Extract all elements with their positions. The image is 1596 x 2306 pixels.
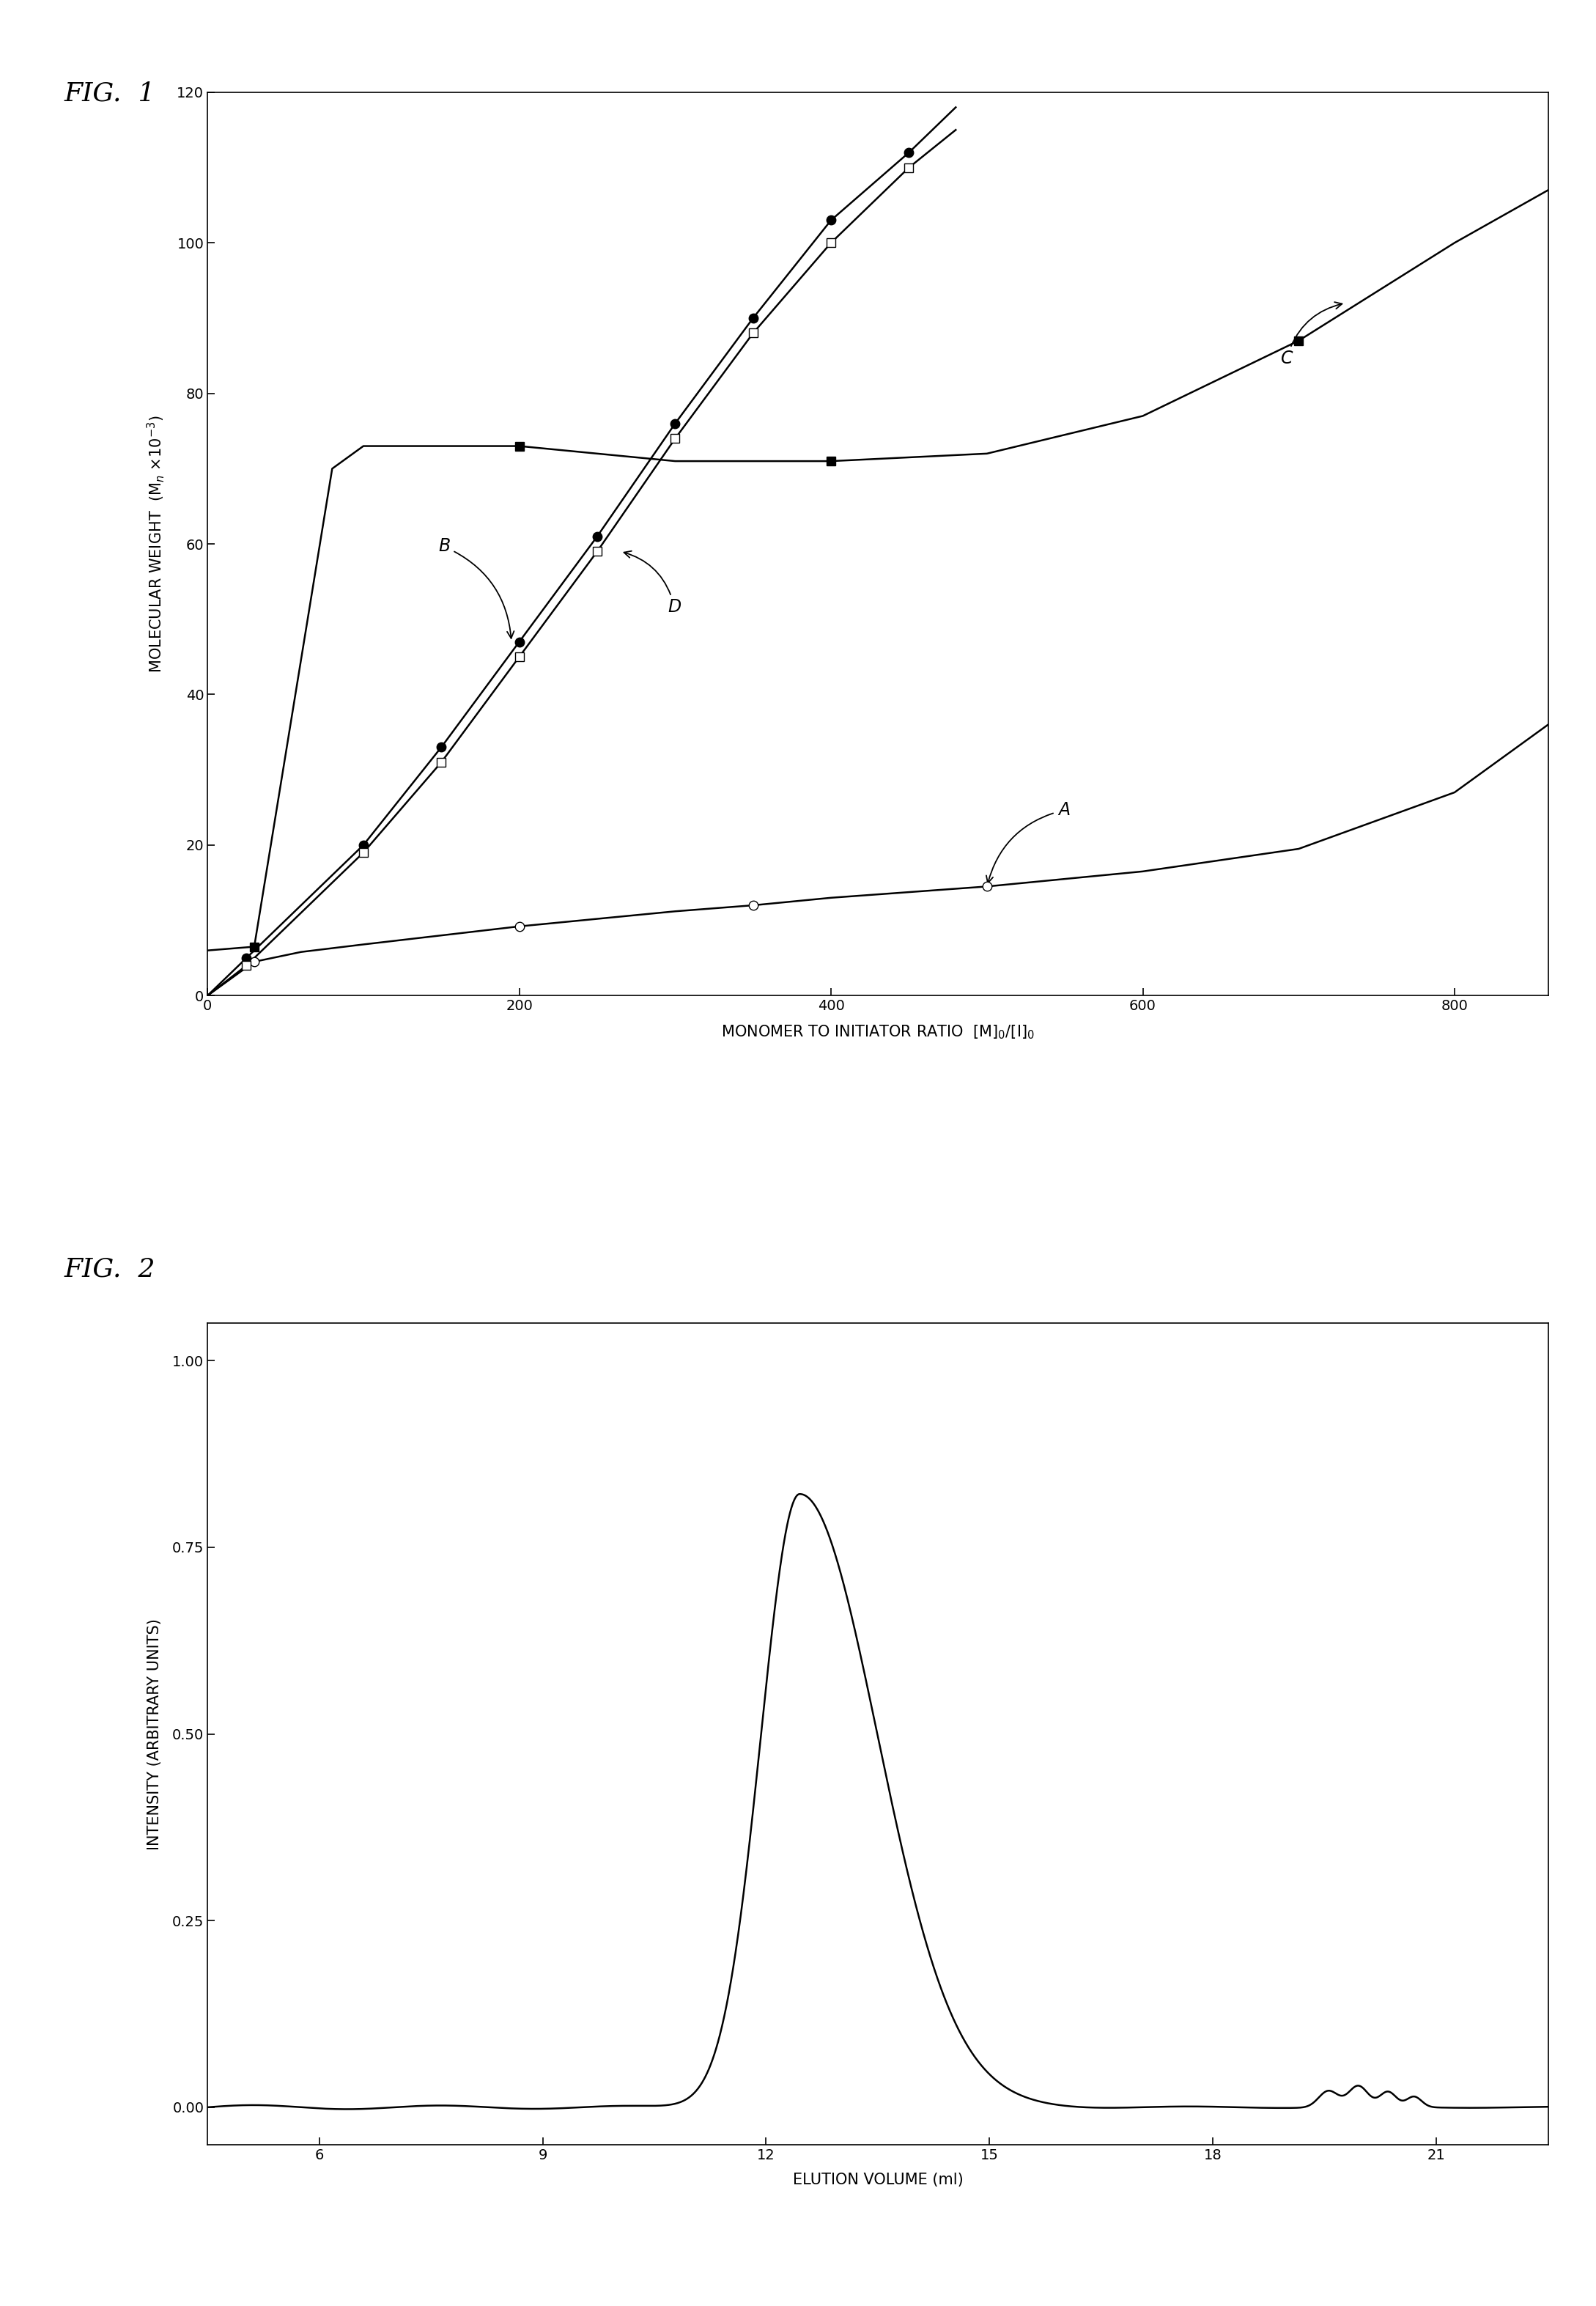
Text: $B$: $B$ bbox=[439, 537, 514, 639]
Text: FIG.  2: FIG. 2 bbox=[64, 1257, 155, 1282]
Text: FIG.  1: FIG. 1 bbox=[64, 81, 155, 106]
Text: $A$: $A$ bbox=[986, 802, 1069, 883]
Text: $D$: $D$ bbox=[624, 551, 681, 616]
X-axis label: ELUTION VOLUME (ml): ELUTION VOLUME (ml) bbox=[793, 2172, 962, 2186]
Y-axis label: INTENSITY (ARBITRARY UNITS): INTENSITY (ARBITRARY UNITS) bbox=[147, 1619, 161, 1849]
Text: $C$: $C$ bbox=[1280, 302, 1342, 367]
Y-axis label: MOLECULAR WEIGHT  (M$_n$ ×10$^{-3}$): MOLECULAR WEIGHT (M$_n$ ×10$^{-3}$) bbox=[145, 415, 166, 673]
X-axis label: MONOMER TO INITIATOR RATIO  [M]$_0$/[I]$_0$: MONOMER TO INITIATOR RATIO [M]$_0$/[I]$_… bbox=[721, 1024, 1034, 1040]
